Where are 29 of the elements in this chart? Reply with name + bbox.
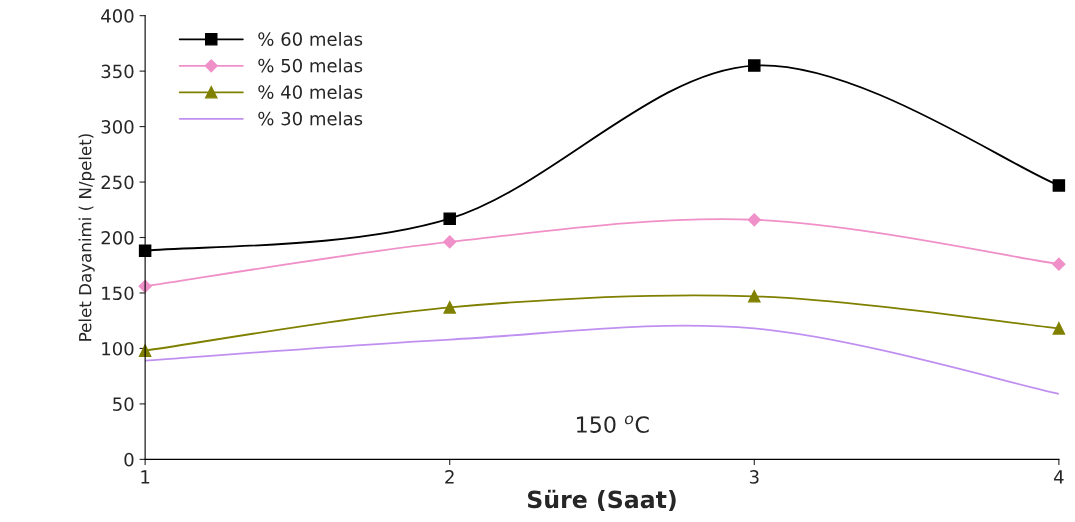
x-tick-label: 2 bbox=[445, 470, 454, 484]
y-tick-label: 400 bbox=[101, 9, 134, 23]
x-tick-label: 1 bbox=[141, 470, 150, 484]
legend-label: % 50 melas bbox=[258, 58, 363, 73]
point bbox=[1052, 257, 1066, 271]
y-tick-label: 0 bbox=[124, 452, 134, 467]
point bbox=[443, 235, 457, 249]
y-tick-label: 200 bbox=[101, 230, 134, 245]
point bbox=[748, 290, 761, 303]
legend-label: % 30 melas bbox=[258, 111, 363, 126]
y-tick-label: 250 bbox=[101, 175, 134, 190]
y-axis-title: Pelet Dayanimi ( N/pelet) bbox=[78, 134, 95, 341]
point bbox=[443, 301, 456, 314]
point bbox=[443, 212, 456, 225]
point bbox=[1052, 179, 1066, 192]
x-tick-label: 4 bbox=[1054, 470, 1064, 484]
y-tick-label: 100 bbox=[102, 341, 134, 356]
point bbox=[1052, 322, 1066, 335]
legend-label: % 40 melas bbox=[258, 84, 363, 99]
y-tick-label: 350 bbox=[101, 64, 134, 79]
point bbox=[748, 59, 761, 72]
y-tick-label: 50 bbox=[113, 397, 134, 412]
x-tick-label: 3 bbox=[749, 470, 759, 484]
y-tick-label: 300 bbox=[101, 120, 134, 134]
x-axis-title: Süre (Saat) bbox=[527, 489, 676, 512]
legend-label: % 60 melas bbox=[258, 31, 363, 46]
point bbox=[747, 213, 761, 227]
annotation: 150 $^{o}$C bbox=[577, 415, 649, 433]
y-tick-label: 150 bbox=[102, 286, 134, 301]
